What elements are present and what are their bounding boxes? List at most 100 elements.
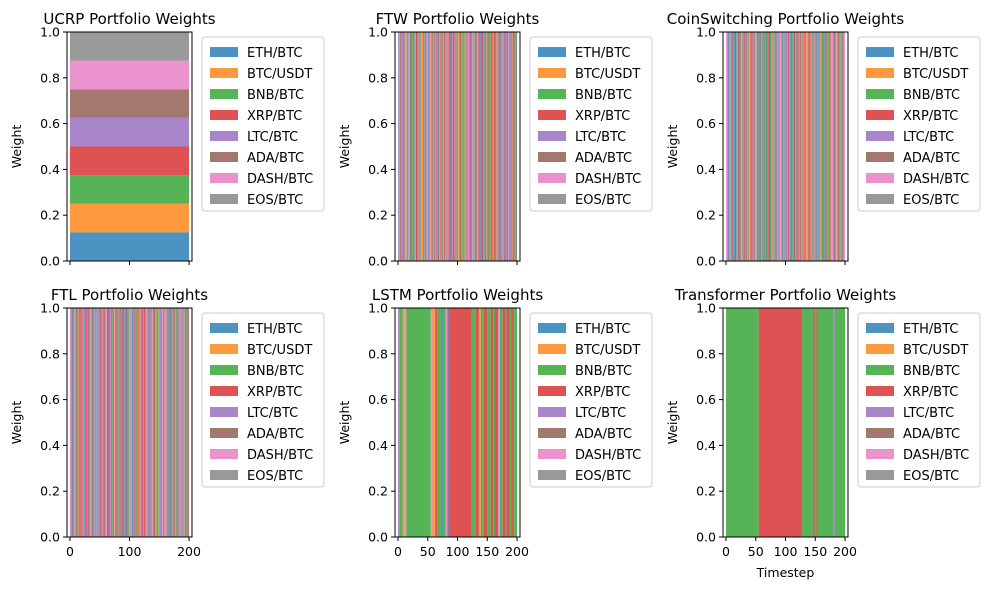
legend-label: DASH/BTC: [903, 448, 969, 463]
legend-label: ADA/BTC: [903, 151, 960, 166]
weight-step: [99, 308, 100, 537]
legend-swatch: [866, 323, 894, 333]
y-tick-label: 1.0: [368, 25, 388, 40]
weight-step: [164, 308, 165, 537]
weight-step: [425, 32, 427, 261]
weight-step: [750, 32, 752, 261]
weight-step: [497, 32, 499, 261]
legend: ETH/BTC BTC/USDT BNB/BTC XRP/BTC LTC/BTC ADA/…: [857, 312, 981, 488]
weight-step: [97, 308, 99, 537]
legend-item: BNB/BTC: [210, 364, 304, 379]
weight-step: [406, 32, 407, 261]
legend-swatch: [866, 194, 894, 204]
weight-step: [112, 308, 113, 537]
legend-label: ADA/BTC: [903, 427, 960, 442]
legend-item: DASH/BTC: [538, 448, 641, 463]
weight-step: [468, 32, 470, 261]
weight-step: [815, 32, 817, 261]
legend: ETH/BTC BTC/USDT BNB/BTC XRP/BTC LTC/BTC ADA/…: [857, 36, 981, 212]
weight-step: [816, 32, 818, 261]
weight-step: [824, 32, 825, 261]
y-tick-label: 0.6: [368, 392, 388, 407]
weight-step: [103, 308, 105, 537]
weight-step: [467, 32, 468, 261]
weight-step: [172, 308, 174, 537]
weight-step: [828, 32, 830, 261]
weight-segment-26: [505, 308, 507, 537]
weight-step: [102, 308, 104, 537]
weight-step: [831, 32, 832, 261]
y-tick-label: 0.2: [696, 484, 716, 499]
legend-swatch: [210, 428, 238, 438]
weight-step: [784, 32, 786, 261]
legend-label: XRP/BTC: [903, 385, 958, 400]
weight-step: [420, 32, 422, 261]
weight-step: [786, 32, 787, 261]
weight-step: [825, 32, 827, 261]
weight-step: [831, 32, 833, 261]
weight-step: [128, 308, 130, 537]
weight-step: [496, 32, 498, 261]
weight-step: [180, 308, 181, 537]
legend-item: XRP/BTC: [538, 385, 630, 400]
legend-label: DASH/BTC: [575, 172, 641, 187]
legend-item: ADA/BTC: [538, 151, 632, 166]
weight-step: [814, 32, 816, 261]
weight-step: [101, 308, 103, 537]
x-tick-label: 200: [505, 544, 529, 559]
weight-step: [811, 32, 812, 261]
weight-step: [460, 32, 462, 261]
weight-step: [84, 308, 85, 537]
weight-step: [731, 32, 732, 261]
weight-step: [516, 32, 518, 261]
weight-step: [410, 32, 412, 261]
weight-step: [424, 32, 425, 261]
weight-step: [132, 308, 134, 537]
weight-step: [496, 32, 497, 261]
legend-swatch: [538, 407, 566, 417]
legend-label: DASH/BTC: [247, 172, 313, 187]
weight-step: [75, 308, 76, 537]
weight-step: [500, 32, 502, 261]
weight-step: [764, 32, 765, 261]
legend-swatch: [210, 131, 238, 141]
weight-step: [148, 308, 150, 537]
legend-item: BNB/BTC: [538, 364, 632, 379]
area-fill: [725, 32, 846, 261]
weight-step: [406, 32, 408, 261]
weight-step: [439, 32, 441, 261]
weight-step: [757, 32, 759, 261]
weight-step: [792, 32, 793, 261]
weight-step: [181, 308, 182, 537]
weight-step: [114, 308, 116, 537]
weight-step: [452, 32, 454, 261]
weight-step: [90, 308, 91, 537]
legend-swatch: [538, 89, 566, 99]
weight-segment-14: [471, 308, 476, 537]
weight-step: [443, 32, 445, 261]
y-axis-label: Weight: [337, 401, 352, 445]
weight-step: [775, 32, 777, 261]
weight-step: [839, 32, 840, 261]
weight-step: [415, 32, 416, 261]
weight-step: [459, 32, 461, 261]
weight-step: [159, 308, 160, 537]
weight-segment-24: [499, 308, 503, 537]
area-eth-btc: [69, 232, 190, 261]
weight-step: [820, 32, 822, 261]
weight-step: [89, 308, 91, 537]
area-fill: [397, 308, 518, 537]
weight-step: [482, 32, 484, 261]
weight-step: [737, 32, 739, 261]
weight-step: [156, 308, 157, 537]
weight-step: [773, 32, 775, 261]
weight-step: [465, 32, 466, 261]
legend-label: BNB/BTC: [903, 88, 960, 103]
weight-step: [100, 308, 102, 537]
weight-step: [80, 308, 82, 537]
legend-label: EOS/BTC: [903, 193, 959, 208]
weight-step: [87, 308, 89, 537]
weight-step: [483, 32, 484, 261]
legend-item: DASH/BTC: [866, 448, 969, 463]
weight-step: [429, 32, 431, 261]
